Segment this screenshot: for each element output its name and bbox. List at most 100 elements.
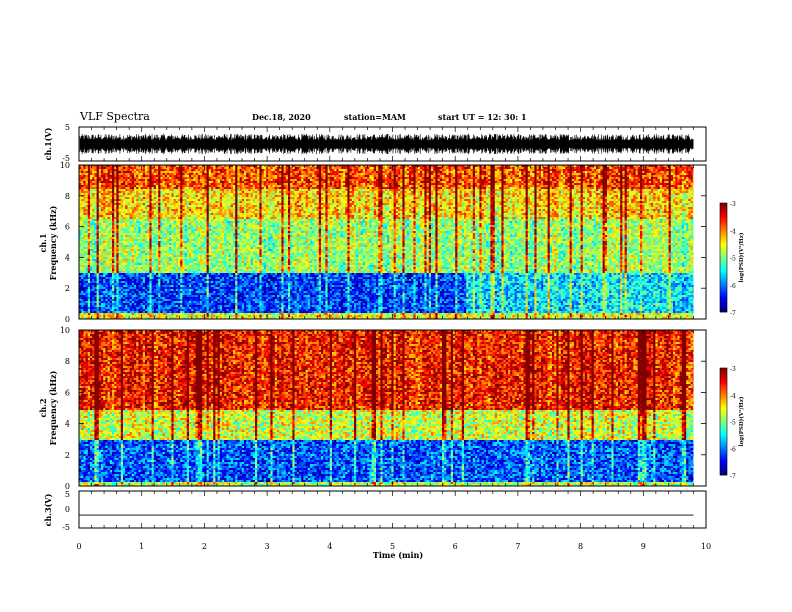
spectrogram-cell: [103, 307, 106, 309]
spectrogram-cell: [99, 279, 102, 281]
spectrogram-cell: [130, 289, 133, 291]
spectrogram-cell: [125, 267, 128, 269]
spectrogram-cell: [103, 301, 106, 303]
spectrogram-cell: [81, 193, 84, 195]
spectrogram-cell: [121, 291, 124, 293]
spectrogram-cell: [108, 203, 111, 205]
spectrogram-cell: [99, 245, 102, 247]
spectrogram-cell: [99, 171, 102, 173]
spectrogram-cell: [81, 185, 84, 187]
spectrogram-cell: [88, 315, 91, 317]
spectrogram-cell: [127, 247, 129, 249]
spectrogram-cell: [97, 263, 100, 265]
spectrogram-cell: [88, 251, 91, 253]
spectrogram-cell: [105, 173, 108, 175]
spectrogram-cell: [90, 207, 93, 209]
spectrogram-cell: [125, 273, 128, 275]
spectrogram-cell: [94, 259, 97, 261]
spectrogram-cell: [130, 261, 133, 263]
spectrogram-cell: [92, 193, 95, 195]
spectrogram-cell: [101, 267, 104, 269]
spectrogram-cell: [127, 207, 129, 209]
spectrogram-cell: [94, 207, 97, 209]
spectrogram-cell: [114, 263, 117, 265]
spectrogram-cell: [116, 225, 119, 227]
spectrogram-cell: [81, 171, 84, 173]
spectrogram-cell: [125, 189, 128, 191]
spectrogram-cell: [132, 261, 135, 263]
spectrogram-cell: [121, 237, 124, 239]
spectrogram-cell: [90, 249, 93, 251]
spectrogram-cell: [88, 261, 91, 263]
spectrogram-cell: [123, 299, 126, 301]
spectrogram-cell: [92, 225, 95, 227]
spectrogram-cell: [101, 231, 104, 233]
spectrogram-cell: [88, 177, 91, 179]
spectrogram-cell: [110, 315, 113, 317]
spectrogram-cell: [114, 227, 117, 229]
spectrogram-cell: [130, 247, 133, 249]
spectrogram-cell: [92, 233, 95, 235]
spectrogram-cell: [108, 211, 111, 213]
spectrogram-cell: [114, 217, 117, 219]
spectrogram-cell: [108, 217, 111, 219]
spectrogram-cell: [88, 175, 91, 177]
spectrogram-cell: [101, 313, 104, 315]
spectrogram-cell: [125, 223, 128, 225]
spectrogram-cell: [90, 195, 93, 197]
spectrogram-cell: [130, 307, 133, 309]
spectrogram-cell: [112, 273, 115, 275]
spectrogram-cell: [94, 249, 97, 251]
spectrogram-cell: [88, 285, 91, 287]
spectrogram-cell: [81, 259, 84, 261]
spectrogram-cell: [90, 191, 93, 193]
spectrogram-cell: [130, 173, 133, 175]
spectrogram-cell: [123, 293, 126, 295]
spectrogram-cell: [97, 247, 100, 249]
spectrogram-cell: [90, 209, 93, 211]
spectrogram-cell: [119, 211, 122, 213]
spectrogram-cell: [130, 309, 133, 311]
spectrogram-cell: [81, 263, 84, 265]
spectrogram-cell: [83, 167, 86, 169]
spectrogram-cell: [119, 293, 122, 295]
spectrogram-cell: [94, 251, 97, 253]
spectrogram-cell: [130, 225, 133, 227]
spectrogram-cell: [101, 279, 104, 281]
spectrogram-cell: [116, 311, 119, 313]
spectrogram-cell: [112, 229, 115, 231]
spectrogram-cell: [81, 293, 84, 295]
spectrogram-cell: [101, 243, 104, 245]
spectrogram-cell: [90, 247, 93, 249]
spectrogram-cell: [123, 203, 126, 205]
spectrogram-cell: [90, 175, 93, 177]
spectrogram-cell: [101, 185, 104, 187]
spectrogram-cell: [112, 173, 115, 175]
spectrogram-cell: [90, 183, 93, 185]
spectrogram-cell: [105, 229, 108, 231]
spectrogram-cell: [83, 185, 86, 187]
spectrogram-cell: [119, 219, 122, 221]
spectrogram-cell: [127, 257, 129, 259]
spectrogram-cell: [105, 281, 108, 283]
spectrogram-cell: [123, 241, 126, 243]
spectrogram-cell: [83, 207, 86, 209]
spectrogram-cell: [116, 275, 119, 277]
spectrogram-cell: [114, 209, 117, 211]
spectrogram-cell: [92, 215, 95, 217]
spectrogram-cell: [90, 217, 93, 219]
spectrogram-cell: [81, 295, 84, 297]
spectrogram-cell: [97, 205, 100, 207]
spectrogram-cell: [119, 225, 122, 227]
spectrogram-cell: [86, 305, 89, 307]
spectrogram-cell: [114, 199, 117, 201]
spectrogram-cell: [125, 181, 128, 183]
spectrogram-cell: [127, 287, 129, 289]
spectrogram-cell: [121, 187, 124, 189]
spectrogram-cell: [99, 257, 102, 259]
spectrogram-cell: [127, 291, 129, 293]
spectrogram-cell: [103, 189, 106, 191]
spectrogram-cell: [119, 267, 122, 269]
spectrogram-cell: [103, 221, 106, 223]
spectrogram-cell: [90, 223, 93, 225]
